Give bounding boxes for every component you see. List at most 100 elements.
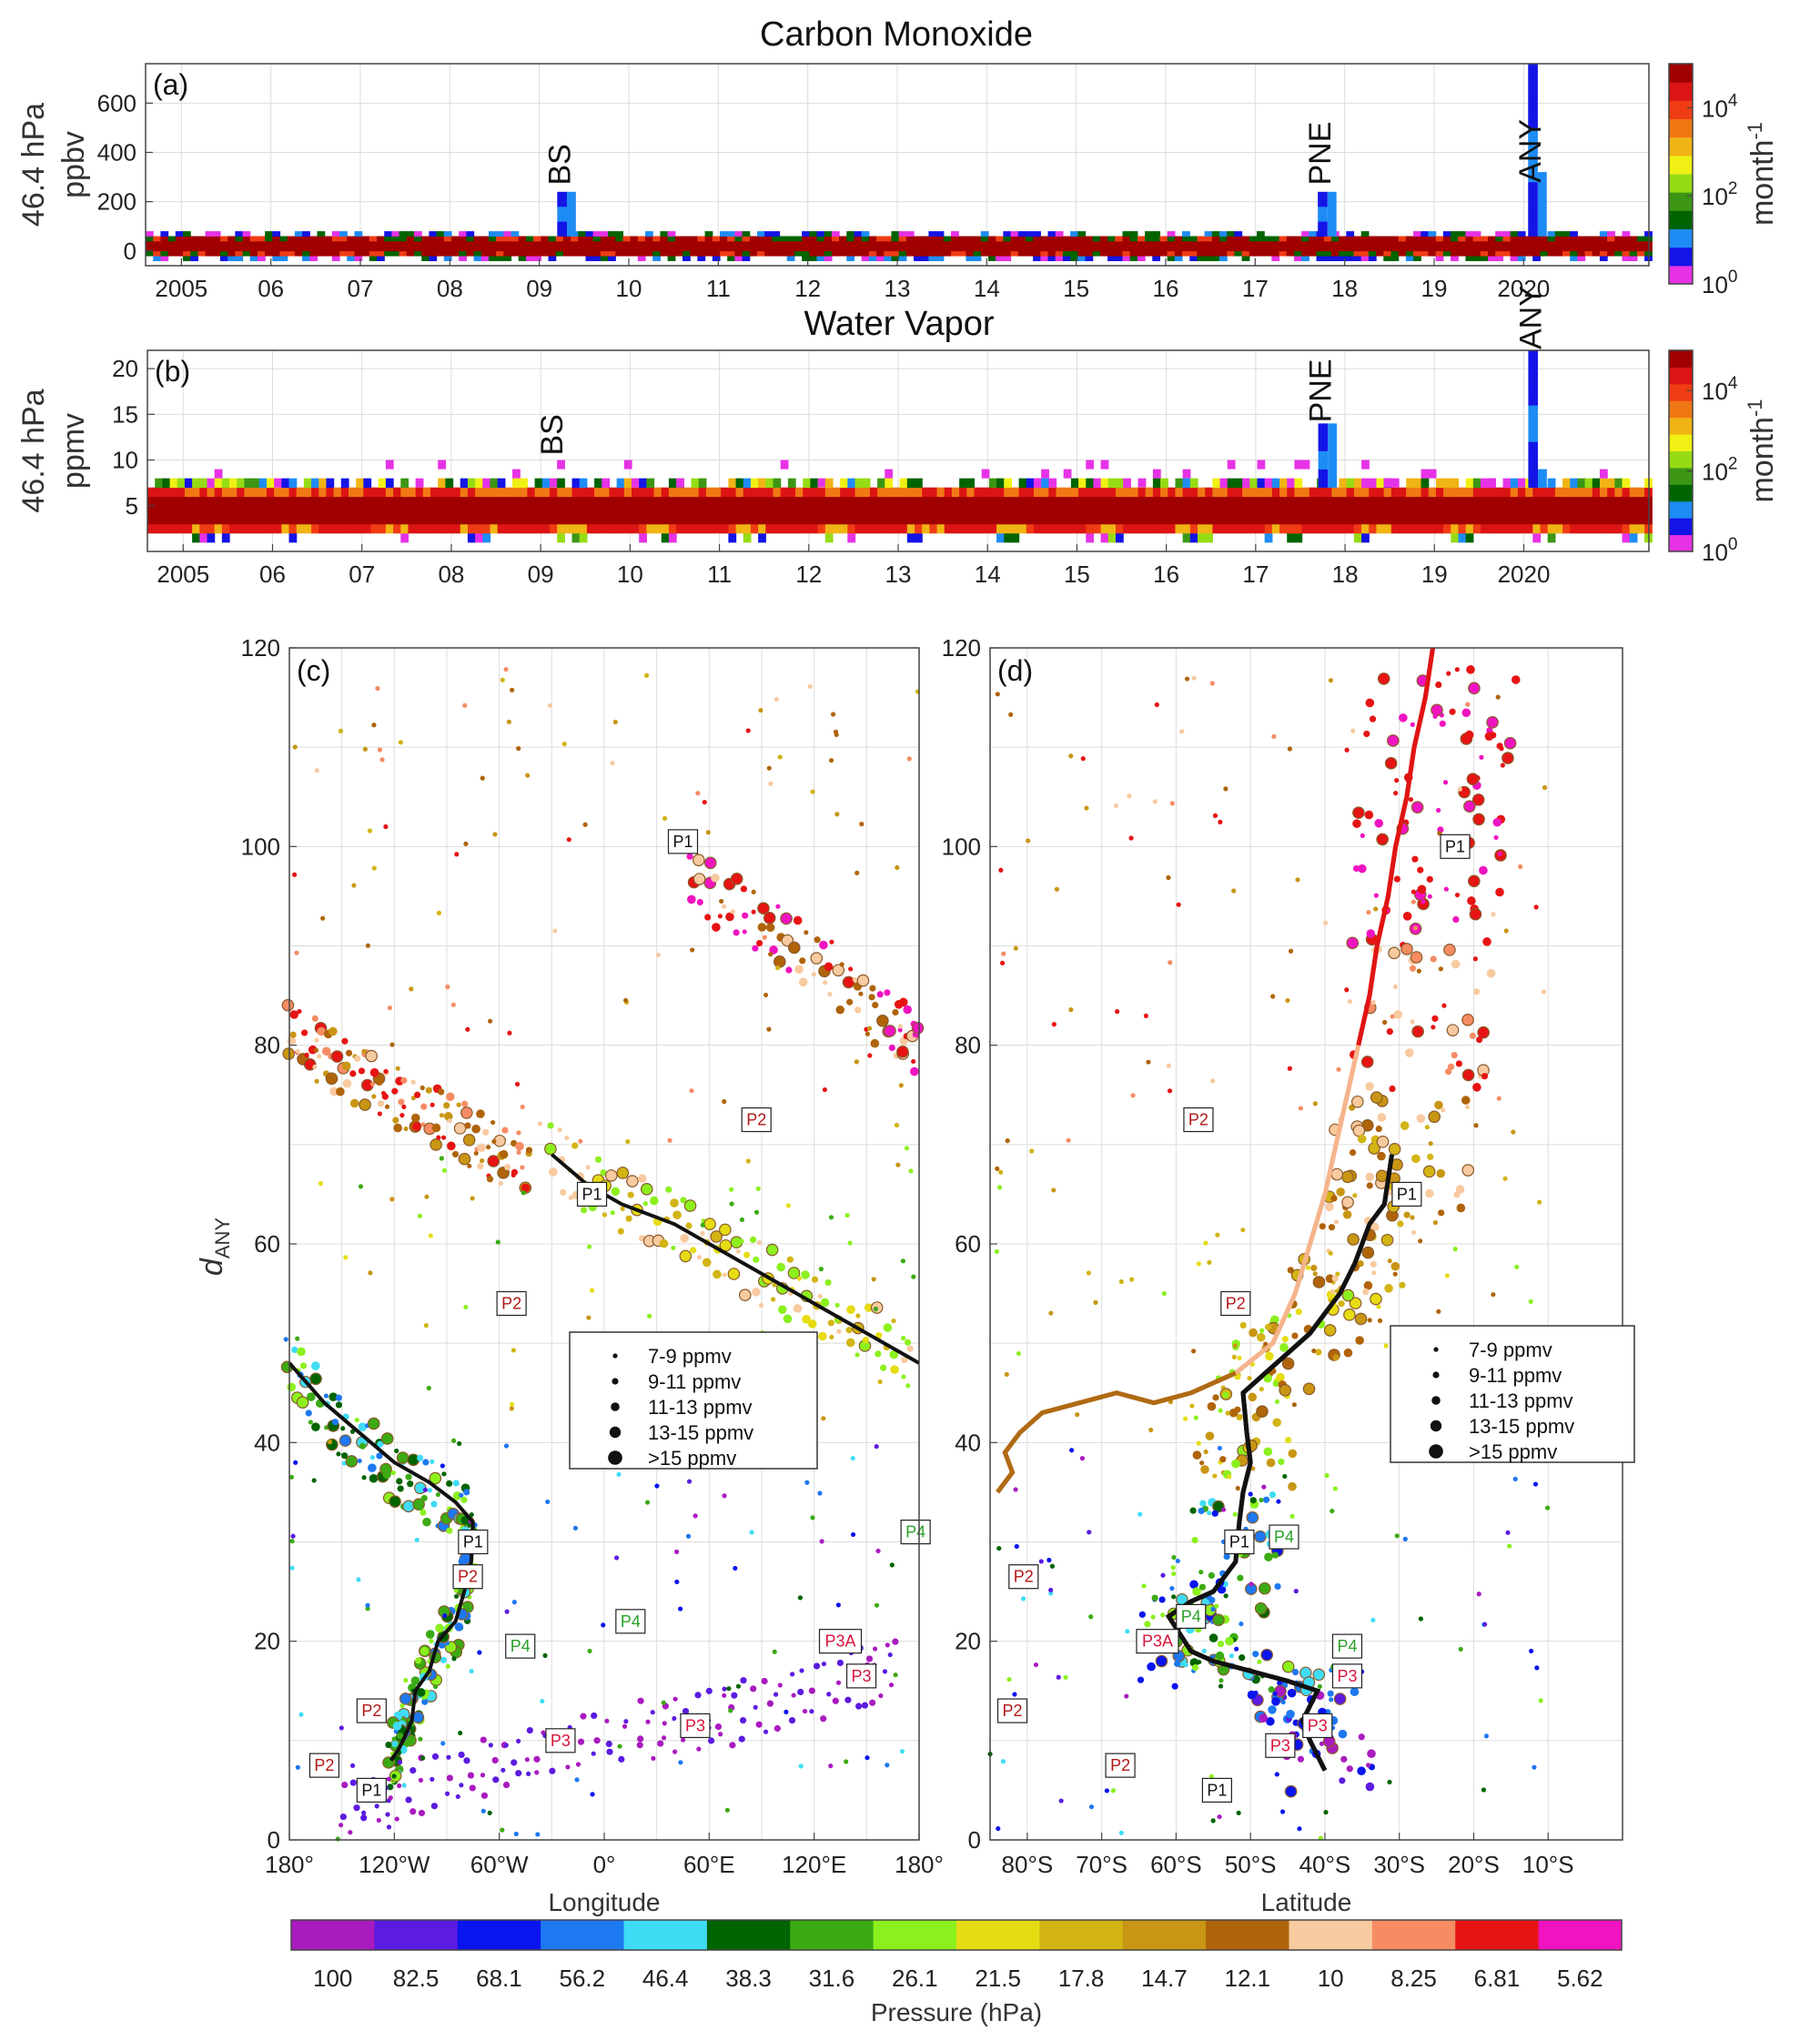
heat-cell [339,246,348,252]
data-point [377,1440,384,1448]
heat-cell [1062,236,1071,242]
heat-cell [742,236,751,242]
heat-cell [1182,250,1190,257]
heat-cell [207,514,216,525]
data-point [500,1827,505,1833]
heat-cell [503,240,512,247]
heat-cell [772,236,781,242]
heat-cell [1584,496,1593,507]
data-point [431,1123,441,1133]
heat-cell [1502,487,1512,498]
data-point [1205,1431,1215,1440]
heat-cell [1383,240,1392,247]
heat-cell [1316,514,1325,525]
heat-cell [1383,478,1392,488]
data-point [1234,1646,1239,1652]
data-point [873,1306,878,1312]
data-point [1339,1777,1346,1784]
data-point [1479,865,1488,875]
heat-cell [1599,514,1608,525]
heat-cell [1510,523,1519,534]
data-point [1212,1394,1219,1401]
data-point [839,962,844,967]
heat-cell [1287,496,1296,507]
heat-cell [698,505,707,516]
data-point [845,1327,853,1334]
heat-cell [1361,496,1370,507]
heat-cell [265,236,273,242]
point-label-box [741,1106,772,1133]
data-point [445,1663,450,1669]
heat-cell [728,514,737,525]
heat-cell [936,505,945,516]
data-point [447,1118,452,1124]
data-point [1366,1182,1373,1189]
x-tick-label: 80°S [1002,1851,1054,1878]
y-tick-label: 20 [254,1628,280,1655]
heat-cell [1636,496,1645,507]
data-point [447,1141,456,1151]
heat-cell [415,478,424,488]
heat-cell [854,231,863,237]
heat-cell [1249,523,1259,534]
data-point [454,1622,464,1632]
data-point [1431,1025,1436,1030]
data-point [445,984,450,990]
heat-cell [728,487,737,498]
heat-cell [1525,523,1533,534]
data-point [1219,1456,1227,1463]
heat-cell [182,246,191,252]
heat-spike [1528,405,1539,415]
heat-cell [214,505,223,516]
data-point [1279,1343,1289,1352]
data-point [376,1452,383,1460]
heat-cell [1622,250,1631,257]
heat-cell [1510,236,1519,242]
heat-cell [1584,250,1593,257]
heat-cell [490,505,499,516]
heat-spike [1537,201,1547,207]
heat-spike [1528,172,1538,177]
heat-cell [221,505,230,516]
heat-cell [1055,256,1064,261]
heat-cell [981,487,990,498]
heat-spike [1318,197,1328,202]
heat-cell [184,523,193,534]
heat-cell [1629,240,1638,247]
heat-cell [1465,505,1474,516]
heat-cell [1584,505,1593,516]
data-point [875,1548,881,1554]
data-point [835,1005,845,1015]
heat-cell [1421,487,1430,498]
heat-cell [854,487,864,498]
heat-cell [1257,487,1266,498]
data-point [1332,1486,1338,1491]
heat-cell [1294,532,1303,543]
heat-cell [1390,505,1400,516]
data-point [586,1244,592,1249]
data-point [1253,1690,1259,1696]
heat-cell [1040,256,1049,261]
heat-cell [1398,240,1407,247]
heat-cell [147,523,156,534]
x-tick-label: 11 [706,275,731,302]
data-point [1212,813,1218,818]
heat-spike [1328,450,1338,460]
event-label: ANY [1513,286,1548,349]
heat-cell [1584,236,1593,242]
heat-cell [697,236,706,242]
heat-cell [257,250,266,257]
heat-cell [594,496,602,507]
heat-cell [1219,246,1228,252]
data-point [780,912,793,925]
heat-cell [214,523,223,534]
point-label-box [496,1290,527,1317]
data-point [458,1152,471,1166]
data-point [874,1602,880,1608]
data-point [755,939,763,947]
heat-cell [385,514,394,525]
heat-cell [391,246,400,252]
heat-cell [809,246,818,252]
heat-cell [378,523,387,534]
heat-cell [1271,256,1280,261]
